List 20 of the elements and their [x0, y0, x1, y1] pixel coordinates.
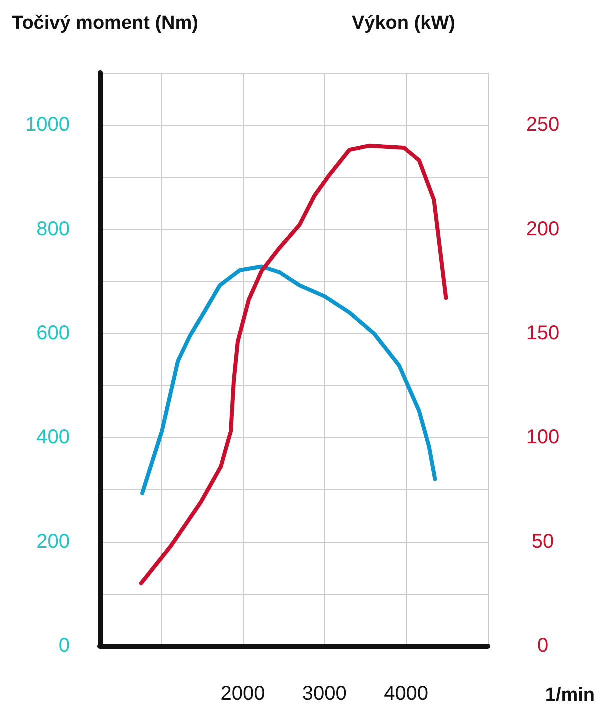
y-tick-label: 400 [36, 426, 70, 449]
y2-tick-label: 50 [532, 530, 554, 553]
y2-tick-label: 150 [526, 322, 560, 344]
x-tick-label: 2000 [220, 683, 266, 705]
y2-tick-label: 250 [526, 114, 560, 136]
line-series [140, 264, 438, 496]
line-series [139, 144, 448, 586]
y-tick-label: 600 [36, 322, 70, 344]
x-tick-label: 4000 [384, 683, 429, 705]
y2-axis-title: Výkon (kW) [352, 13, 456, 34]
x-tick-label: 3000 [302, 683, 347, 705]
y2-tick-label: 0 [537, 635, 549, 657]
y-tick-label: 1000 [26, 114, 70, 136]
y-tick-label: 200 [36, 530, 70, 553]
y2-tick-label: 100 [526, 426, 560, 449]
x-axis-title: 1/min [545, 685, 595, 706]
y-tick-label: 0 [58, 635, 70, 657]
y-tick-label: 800 [36, 218, 70, 240]
y2-tick-label: 200 [526, 218, 560, 240]
y-axis-title: Točivý moment (Nm) [12, 13, 199, 34]
